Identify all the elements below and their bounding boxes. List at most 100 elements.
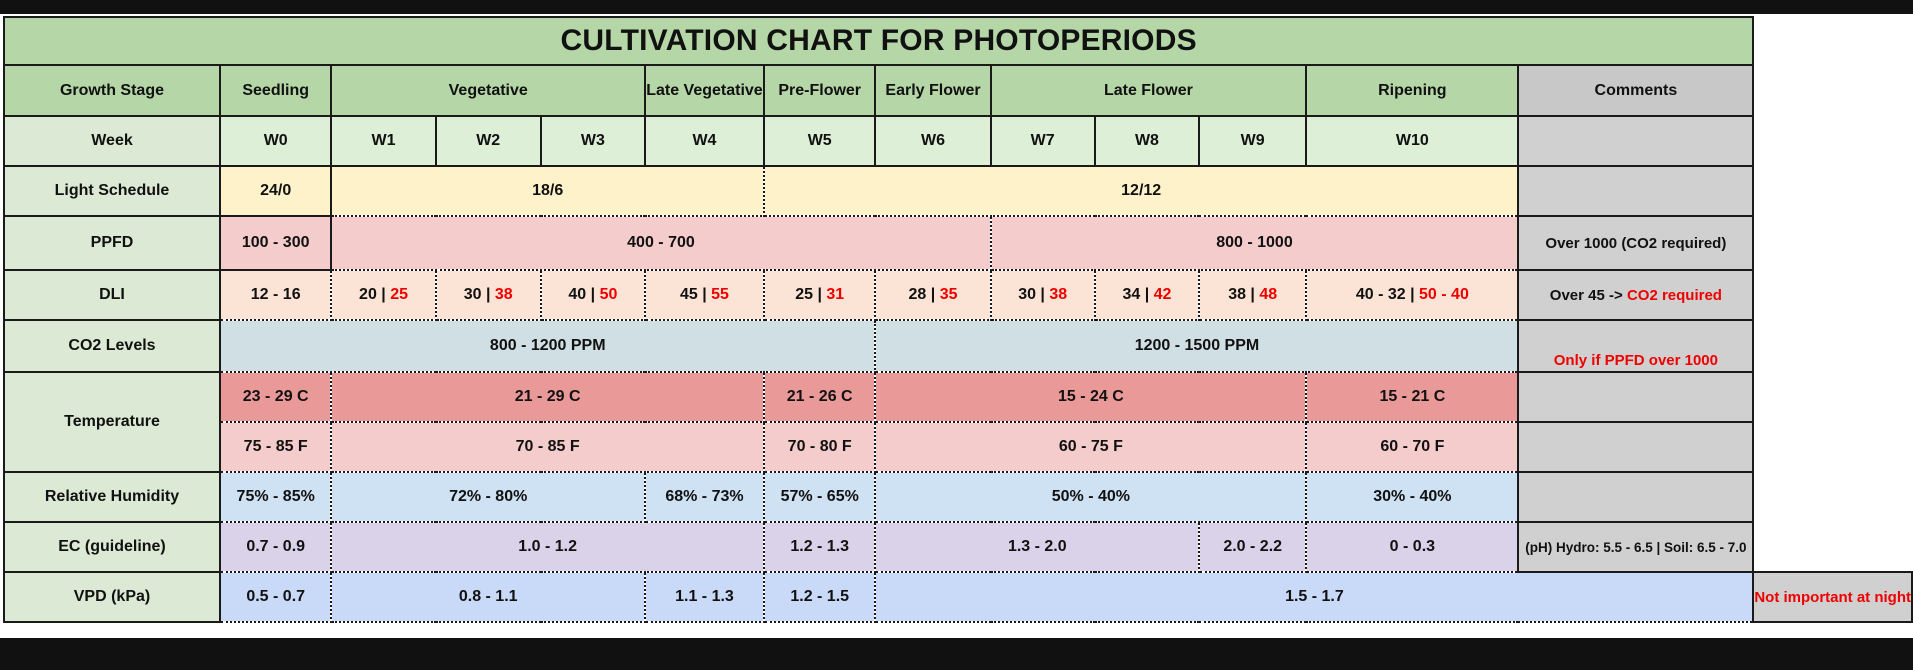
week-cell: W1	[330, 115, 437, 167]
co2-late: 1200 - 1500 PPM	[874, 319, 1520, 373]
humidity-cell: 75% - 85%	[218, 471, 333, 523]
dli-cell: 40 - 32 | 50 - 40	[1305, 269, 1520, 321]
dli-comment: Over 45 -> CO2 required	[1517, 269, 1755, 321]
temp-fahrenheit-cell: 70 - 80 F	[762, 421, 877, 473]
ec-comment: (pH) Hydro: 5.5 - 6.5 | Soil: 6.5 - 7.0	[1517, 521, 1755, 573]
temperature-label: Temperature	[3, 371, 221, 473]
dli-co2-value: 50	[599, 286, 618, 303]
temp-celsius-cell: 21 - 29 C	[330, 371, 765, 423]
dli-separator: |	[481, 286, 495, 303]
week-cell: W4	[644, 115, 765, 167]
ec-cell: 1.0 - 1.2	[330, 521, 765, 573]
dli-value: 45	[679, 286, 698, 303]
temp-fahrenheit-cell: 70 - 85 F	[330, 421, 765, 473]
ec-cell: 1.3 - 2.0	[874, 521, 1201, 573]
comment-cell	[1517, 115, 1755, 167]
dli-value: 34	[1122, 286, 1141, 303]
dli-co2-value: 50 - 40	[1419, 286, 1469, 303]
dli-separator: |	[926, 286, 940, 303]
dli-co2-value: 38	[494, 286, 513, 303]
dli-cell: 28 | 35	[874, 269, 992, 321]
cultivation-table: CULTIVATION CHART FOR PHOTOPERIODS Growt…	[2, 16, 1913, 623]
dli-cell: 30 | 38	[434, 269, 542, 321]
vpd-cell: 1.2 - 1.5	[762, 571, 877, 623]
co2-comment: Only if PPFD over 1000	[1517, 319, 1755, 373]
stage-ripening: Ripening	[1305, 64, 1520, 117]
comment-cell	[1517, 371, 1755, 423]
week-cell: W8	[1093, 115, 1201, 167]
dli-separator: |	[1140, 286, 1154, 303]
co2-early: 800 - 1200 PPM	[218, 319, 877, 373]
dli-co2-value: 48	[1259, 286, 1278, 303]
dli-co2-value: 35	[939, 286, 958, 303]
stage-late-vegetative: Late Vegetative	[644, 64, 765, 117]
humidity-cell: 30% - 40%	[1305, 471, 1520, 523]
vpd-comment: Not important at night	[1752, 571, 1913, 623]
dli-value: 30	[1018, 286, 1036, 303]
ppfd-vegetative: 400 - 700	[330, 215, 992, 271]
light-seedling: 24/0	[218, 165, 333, 217]
dli-cell: 20 | 25	[330, 269, 437, 321]
dli-separator: |	[813, 286, 827, 303]
comment-cell	[1517, 165, 1755, 217]
temp-fahrenheit-cell: 60 - 75 F	[874, 421, 1308, 473]
dli-separator: |	[376, 286, 391, 303]
light-schedule-label: Light Schedule	[3, 165, 221, 217]
vpd-cell: 1.1 - 1.3	[644, 571, 765, 623]
week-cell: W9	[1198, 115, 1308, 167]
dli-co2-value: 25	[390, 286, 409, 303]
week-cell: W0	[218, 115, 333, 167]
ec-cell: 2.0 - 2.2	[1198, 521, 1308, 573]
dli-label: DLI	[3, 269, 221, 321]
dli-value: 12 - 16	[250, 286, 301, 303]
light-flower: 12/12	[762, 165, 1520, 217]
vpd-cell: 0.8 - 1.1	[330, 571, 647, 623]
dli-separator: |	[586, 286, 600, 303]
temp-fahrenheit-cell: 75 - 85 F	[218, 421, 333, 473]
dli-value: 30	[463, 286, 482, 303]
week-cell: W6	[874, 115, 992, 167]
dli-value: 40 - 32	[1355, 286, 1406, 303]
humidity-cell: 68% - 73%	[644, 471, 765, 523]
dli-co2-value: 55	[711, 286, 729, 303]
dli-cell: 12 - 16	[218, 269, 333, 321]
temp-celsius-cell: 21 - 26 C	[762, 371, 877, 423]
comment-cell	[1517, 421, 1755, 473]
temp-celsius-cell: 15 - 21 C	[1305, 371, 1520, 423]
co2-label: CO2 Levels	[3, 319, 221, 373]
week-cell: W7	[989, 115, 1096, 167]
dli-value: 40	[568, 286, 587, 303]
stage-early-flower: Early Flower	[874, 64, 992, 117]
vpd-label: VPD (kPa)	[3, 571, 221, 623]
dli-cell: 40 | 50	[539, 269, 647, 321]
temp-celsius-cell: 23 - 29 C	[218, 371, 333, 423]
dli-cell: 38 | 48	[1198, 269, 1308, 321]
dli-co2-value: 38	[1049, 286, 1068, 303]
ppfd-comment: Over 1000 (CO2 required)	[1517, 215, 1755, 271]
humidity-cell: 57% - 65%	[762, 471, 877, 523]
growth-stage-label: Growth Stage	[3, 64, 221, 117]
humidity-cell: 50% - 40%	[874, 471, 1308, 523]
ec-cell: 1.2 - 1.3	[762, 521, 877, 573]
stage-seedling: Seedling	[218, 64, 333, 117]
ppfd-flower: 800 - 1000	[989, 215, 1520, 271]
stage-pre-flower: Pre-Flower	[762, 64, 877, 117]
vpd-cell: 0.5 - 0.7	[218, 571, 333, 623]
ec-label: EC (guideline)	[3, 521, 221, 573]
dli-cell: 45 | 55	[644, 269, 765, 321]
dli-value: 28	[908, 286, 927, 303]
humidity-cell: 72% - 80%	[330, 471, 647, 523]
temp-fahrenheit-cell: 60 - 70 F	[1305, 421, 1520, 473]
week-cell: W10	[1305, 115, 1520, 167]
dli-value: 20	[359, 286, 377, 303]
ec-cell: 0.7 - 0.9	[218, 521, 333, 573]
week-cell: W2	[434, 115, 542, 167]
dli-co2-value: 31	[826, 286, 845, 303]
stage-vegetative: Vegetative	[330, 64, 647, 117]
chart-frame: CULTIVATION CHART FOR PHOTOPERIODS Growt…	[0, 14, 1913, 638]
week-cell: W3	[539, 115, 647, 167]
dli-separator: |	[1245, 286, 1260, 303]
ppfd-seedling: 100 - 300	[218, 215, 333, 271]
dli-separator: |	[1035, 286, 1050, 303]
dli-comment-red: CO2 required	[1626, 286, 1722, 304]
